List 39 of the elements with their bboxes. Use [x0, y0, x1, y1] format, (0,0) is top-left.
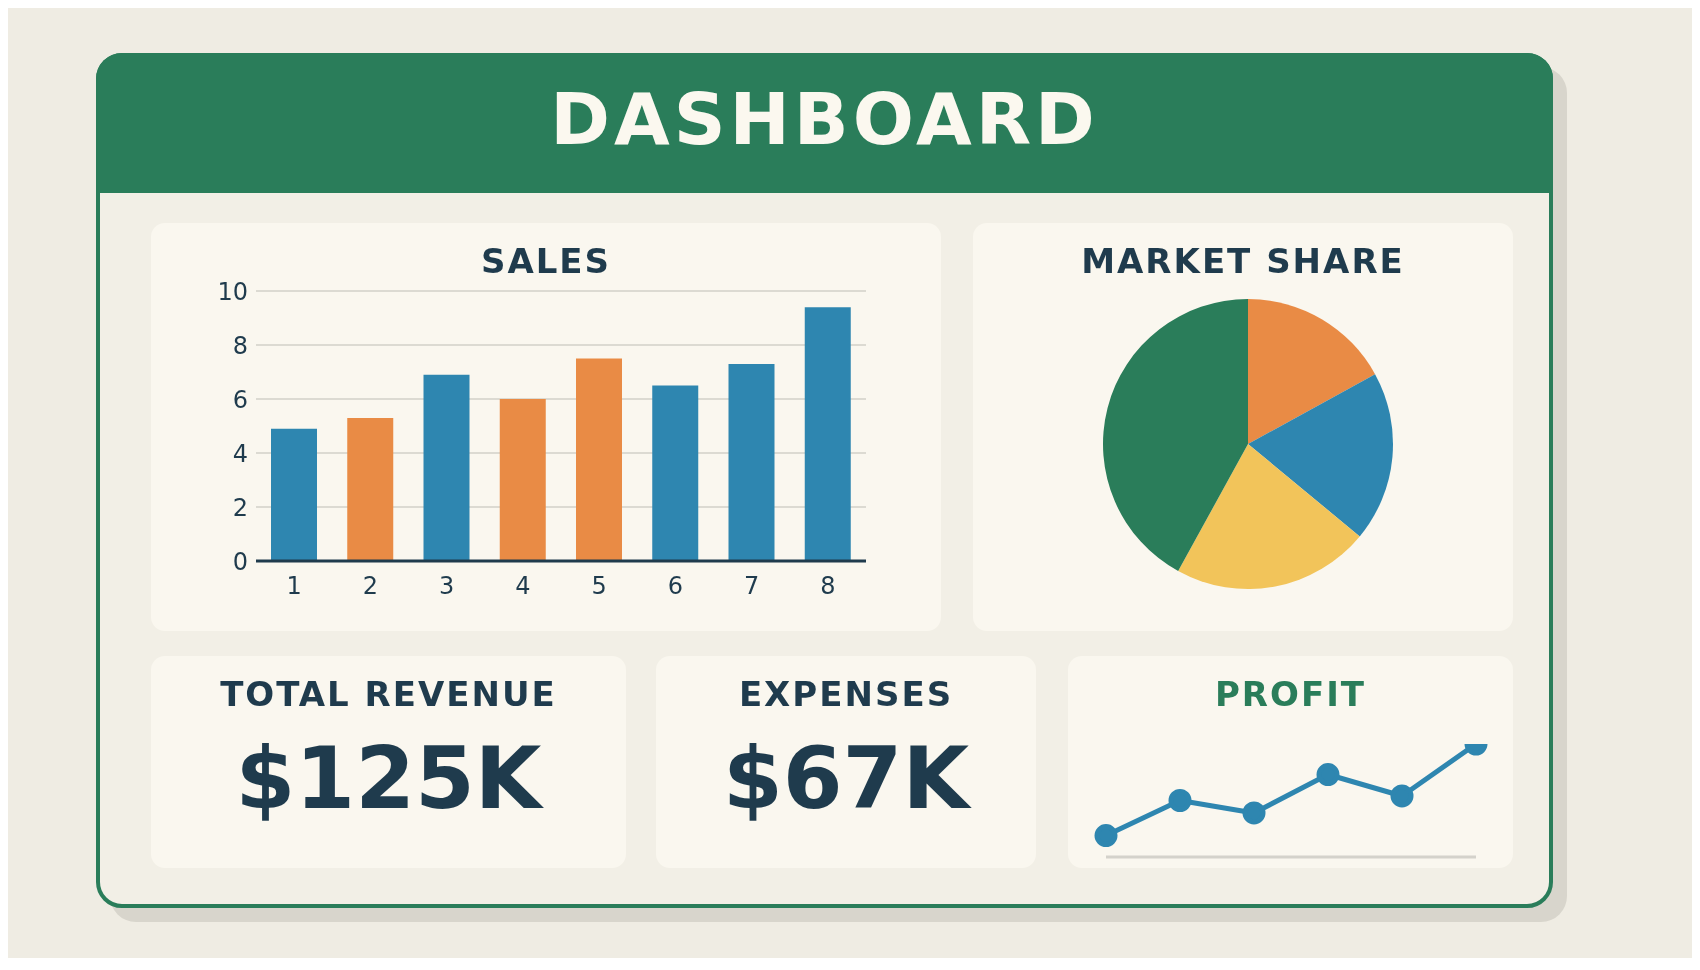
bar [423, 374, 470, 561]
x-tick-label: 4 [515, 572, 531, 601]
pie-slice [1248, 299, 1376, 444]
chart-title: PROFIT [1213, 673, 1368, 714]
point [1390, 784, 1413, 808]
bar [728, 363, 775, 561]
bar [271, 428, 317, 561]
x-tick-label: 3 [438, 572, 455, 601]
bar [804, 307, 851, 561]
pie-slice [1248, 374, 1393, 537]
bar [499, 399, 546, 561]
y-tick-label: 8 [232, 331, 248, 360]
point [1316, 763, 1339, 787]
text: EXPENSES [737, 673, 955, 714]
point [1094, 824, 1117, 848]
pie-slice [1178, 444, 1360, 589]
y-tick-label: 10 [217, 277, 248, 306]
pie-slice [1103, 299, 1248, 572]
x-tick-label: 2 [362, 572, 379, 601]
x-tick-label: 6 [667, 572, 684, 601]
chart-title: SALES [480, 241, 612, 281]
y-tick-label: 0 [232, 547, 248, 576]
x-tick-label: 8 [820, 572, 836, 601]
x-tick-label: 7 [743, 572, 760, 601]
x-tick-label: 5 [591, 572, 607, 601]
bar [347, 417, 394, 561]
chart-title: MARKET SHARE [1080, 240, 1406, 281]
text: $67K [722, 728, 970, 828]
bar [576, 358, 622, 561]
x-tick-label: 1 [286, 572, 302, 601]
point [1168, 789, 1191, 812]
y-tick-label: 6 [232, 385, 248, 414]
text: DASHBOARD [549, 76, 1100, 161]
text: $125K [235, 728, 542, 828]
y-tick-label: 2 [232, 493, 248, 522]
text: TOTAL REVENUE [219, 673, 558, 714]
point [1242, 801, 1265, 825]
y-tick-label: 4 [232, 439, 248, 468]
bar [652, 385, 699, 561]
